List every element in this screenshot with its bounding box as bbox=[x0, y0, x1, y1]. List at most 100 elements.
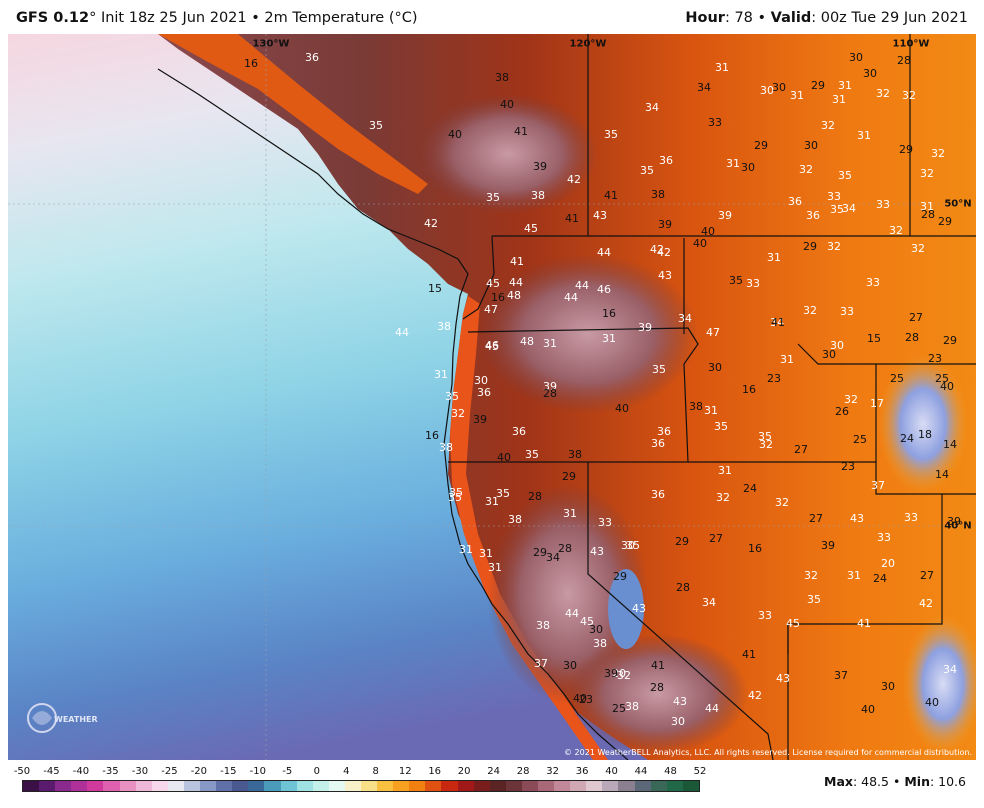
temperature-value: 30 bbox=[822, 348, 836, 361]
temperature-value: 39 bbox=[604, 667, 618, 680]
temperature-value: 33 bbox=[746, 277, 760, 290]
legend-tick-label: -50 bbox=[13, 766, 31, 777]
temperature-value: 23 bbox=[579, 693, 593, 706]
temperature-value: 23 bbox=[767, 372, 781, 385]
temperature-value: 41 bbox=[651, 659, 665, 672]
temperature-value: 39 bbox=[658, 218, 672, 231]
max-label: Max bbox=[824, 774, 853, 789]
temperature-value: 14 bbox=[943, 438, 957, 451]
temperature-value: 42 bbox=[748, 689, 762, 702]
temperature-value: 32 bbox=[821, 119, 835, 132]
temperature-value: 36 bbox=[788, 195, 802, 208]
temperature-value: 32 bbox=[775, 496, 789, 509]
temperature-value: 45 bbox=[485, 340, 499, 353]
temperature-value: 31 bbox=[832, 93, 846, 106]
grid-label-40n: 40°N bbox=[944, 520, 972, 532]
legend-color-swatch bbox=[183, 781, 201, 791]
temperature-value: 28 bbox=[543, 387, 557, 400]
temperature-value: 33 bbox=[827, 190, 841, 203]
legend-color-swatch bbox=[457, 781, 474, 791]
temperature-value: 47 bbox=[706, 326, 720, 339]
temperature-value: 30 bbox=[474, 374, 488, 387]
temperature-value: 40 bbox=[693, 237, 707, 250]
temperature-value: 24 bbox=[873, 572, 887, 585]
temperature-value: 31 bbox=[790, 89, 804, 102]
legend-tick-label: 32 bbox=[546, 766, 559, 777]
temperature-value: 31 bbox=[602, 332, 616, 345]
legend-tick-label: 44 bbox=[634, 766, 648, 777]
temperature-value: 31 bbox=[459, 543, 473, 556]
temperature-value: 44 bbox=[565, 607, 579, 620]
temperature-value: 30 bbox=[563, 659, 577, 672]
temperature-value: 29 bbox=[562, 470, 576, 483]
temperature-value: 32 bbox=[902, 89, 916, 102]
temperature-value: 25 bbox=[890, 372, 904, 385]
legend-color-swatch bbox=[586, 781, 603, 791]
temperature-value: 25 bbox=[935, 372, 949, 385]
temperature-value: 36 bbox=[305, 51, 319, 64]
temperature-value: 42 bbox=[424, 217, 438, 230]
temperature-value: 35 bbox=[525, 448, 539, 461]
temperature-value: 38 bbox=[568, 448, 582, 461]
temperature-value: 26 bbox=[835, 405, 849, 418]
temperature-value: 44 bbox=[509, 276, 523, 289]
temperature-value: 31 bbox=[434, 368, 448, 381]
temperature-value: 41 bbox=[742, 648, 756, 661]
legend-tick-label: 4 bbox=[343, 766, 350, 777]
temperature-value: 32 bbox=[876, 87, 890, 100]
legend-color-swatch bbox=[682, 781, 699, 791]
temperature-value: 31 bbox=[543, 337, 557, 350]
temperature-value: 42 bbox=[567, 173, 581, 186]
temperature-value: 40 bbox=[701, 225, 715, 238]
min-label: Min bbox=[904, 774, 930, 789]
temperature-value: 38 bbox=[593, 637, 607, 650]
temperature-value: 35 bbox=[448, 491, 462, 504]
temperature-value: 35 bbox=[640, 164, 654, 177]
temperature-map[interactable]: 130°W 120°W 110°W 50°N 40°N 36 16 38 40 41 40… bbox=[8, 34, 976, 760]
temperature-value: 43 bbox=[850, 512, 864, 525]
temperature-value: 41 bbox=[857, 617, 871, 630]
temperature-value: 35 bbox=[626, 539, 640, 552]
temperature-value: 32 bbox=[920, 167, 934, 180]
temperature-value: 16 bbox=[425, 429, 439, 442]
grid-label-110w: 110°W bbox=[892, 38, 930, 50]
legend-color-swatch bbox=[634, 781, 651, 791]
temperature-value: 29 bbox=[675, 535, 689, 548]
legend-tick-label: 16 bbox=[428, 766, 442, 777]
legend-tick-label: -25 bbox=[161, 766, 178, 777]
max-min-readout: Max: 48.5 • Min: 10.6 bbox=[824, 774, 966, 789]
temperature-value: 30 bbox=[772, 81, 786, 94]
temperature-value: 34 bbox=[702, 596, 716, 609]
temperature-value: 15 bbox=[428, 282, 442, 295]
temperature-value: 40 bbox=[497, 451, 511, 464]
temperature-value: 40 bbox=[925, 696, 939, 709]
legend-color-swatch bbox=[135, 781, 152, 791]
temperature-value: 33 bbox=[866, 276, 880, 289]
legend-tick-label: 24 bbox=[487, 766, 501, 777]
copyright-notice: © 2021 WeatherBELL Analytics, LLC. All r… bbox=[564, 748, 972, 757]
temperature-value: 29 bbox=[754, 139, 768, 152]
temperature-value: 25 bbox=[853, 433, 867, 446]
temperature-value: 38 bbox=[508, 513, 522, 526]
temperature-value: 45 bbox=[486, 277, 500, 290]
temperature-value: 25 bbox=[612, 702, 626, 715]
legend-color-swatch bbox=[570, 781, 587, 791]
temperature-value: 35 bbox=[486, 191, 500, 204]
legend-tick-label: -40 bbox=[72, 766, 90, 777]
temperature-value: 24 bbox=[900, 432, 914, 445]
legend-color-swatch bbox=[393, 781, 410, 791]
temperature-value: 36 bbox=[659, 154, 673, 167]
map-title: GFS 0.12° Init 18z 25 Jun 2021 • 2m Temp… bbox=[16, 10, 418, 26]
temperature-value: 32 bbox=[451, 407, 465, 420]
temperature-value: 31 bbox=[479, 547, 493, 560]
temperature-value: 23 bbox=[928, 352, 942, 365]
temperature-value: 39 bbox=[473, 413, 487, 426]
temperature-value: 44 bbox=[564, 291, 578, 304]
temperature-value: 41 bbox=[514, 125, 528, 138]
temperature-value: 24 bbox=[743, 482, 757, 495]
legend-color-swatch bbox=[71, 781, 88, 791]
max-value: 48.5 bbox=[861, 774, 889, 789]
legend-tick-label: 40 bbox=[605, 766, 618, 777]
temperature-value: 16 bbox=[742, 383, 756, 396]
legend-tick-label: -45 bbox=[43, 766, 60, 777]
